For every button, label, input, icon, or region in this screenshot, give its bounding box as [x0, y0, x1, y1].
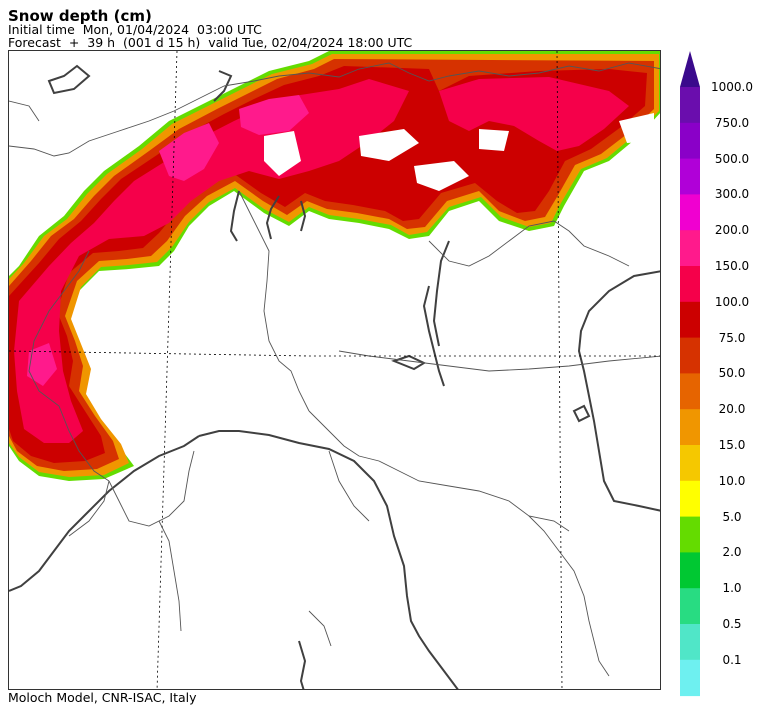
snow-field	[9, 51, 660, 481]
legend-label: 2.0	[722, 545, 742, 560]
legend-swatch	[680, 301, 700, 339]
map-title: Snow depth (cm)	[8, 7, 152, 25]
snow-gap	[264, 131, 301, 176]
snow-top	[239, 95, 309, 135]
legend-swatch	[680, 552, 700, 589]
legend-label: 0.1	[722, 652, 742, 667]
legend-label: 500.0	[714, 151, 750, 166]
legend-swatch	[680, 445, 700, 482]
initial-time-label: Initial time Mon, 01/04/2024 03:00 UTC	[8, 22, 262, 37]
legend-label: 1000.0	[711, 80, 753, 94]
legend-label: 200.0	[714, 223, 750, 238]
legend-label: 300.0	[714, 187, 750, 202]
legend-swatch	[680, 480, 700, 518]
map-canvas	[9, 51, 660, 689]
legend-label: 75.0	[718, 330, 746, 345]
legend-label: 0.5	[722, 617, 742, 631]
snow-peak	[14, 79, 409, 443]
snow-gap	[359, 129, 419, 161]
snow-gap	[479, 129, 509, 151]
legend-swatch	[680, 409, 700, 446]
legend-label: 15.0	[718, 438, 746, 452]
snow-top	[27, 343, 57, 386]
legend-swatch	[680, 266, 700, 303]
legend-label: 150.0	[714, 259, 750, 273]
legend-swatch	[680, 87, 700, 124]
graticule	[9, 51, 660, 689]
snow-gap	[414, 161, 469, 191]
snow-gap	[619, 113, 654, 143]
legend-label: 750.0	[714, 115, 750, 130]
legend-swatch	[680, 230, 700, 267]
legend-arrow	[680, 51, 700, 87]
snow-depth-map	[8, 50, 661, 690]
legend-label: 10.0	[718, 473, 746, 488]
legend-label: 5.0	[722, 509, 742, 524]
legend-swatch	[680, 122, 700, 160]
legend-swatch	[680, 624, 700, 661]
legend-label: 100.0	[714, 294, 750, 309]
legend-label: 20.0	[718, 402, 746, 417]
borders	[9, 62, 660, 677]
legend-swatch	[680, 158, 700, 195]
forecast-label: Forecast + 39 h (001 d 15 h) valid Tue, …	[8, 35, 413, 50]
legend-swatch	[680, 373, 700, 410]
legend-swatch	[680, 194, 700, 231]
legend-swatch	[680, 588, 700, 625]
legend-label: 1.0	[722, 581, 742, 596]
legend-label: 50.0	[718, 366, 746, 381]
legend-swatch	[680, 516, 700, 553]
legend-swatch	[680, 337, 700, 374]
footer-credit: Moloch Model, CNR-ISAC, Italy	[8, 690, 197, 705]
snow-top	[159, 123, 219, 181]
legend-swatch	[680, 659, 700, 697]
snow-peak	[439, 77, 629, 151]
